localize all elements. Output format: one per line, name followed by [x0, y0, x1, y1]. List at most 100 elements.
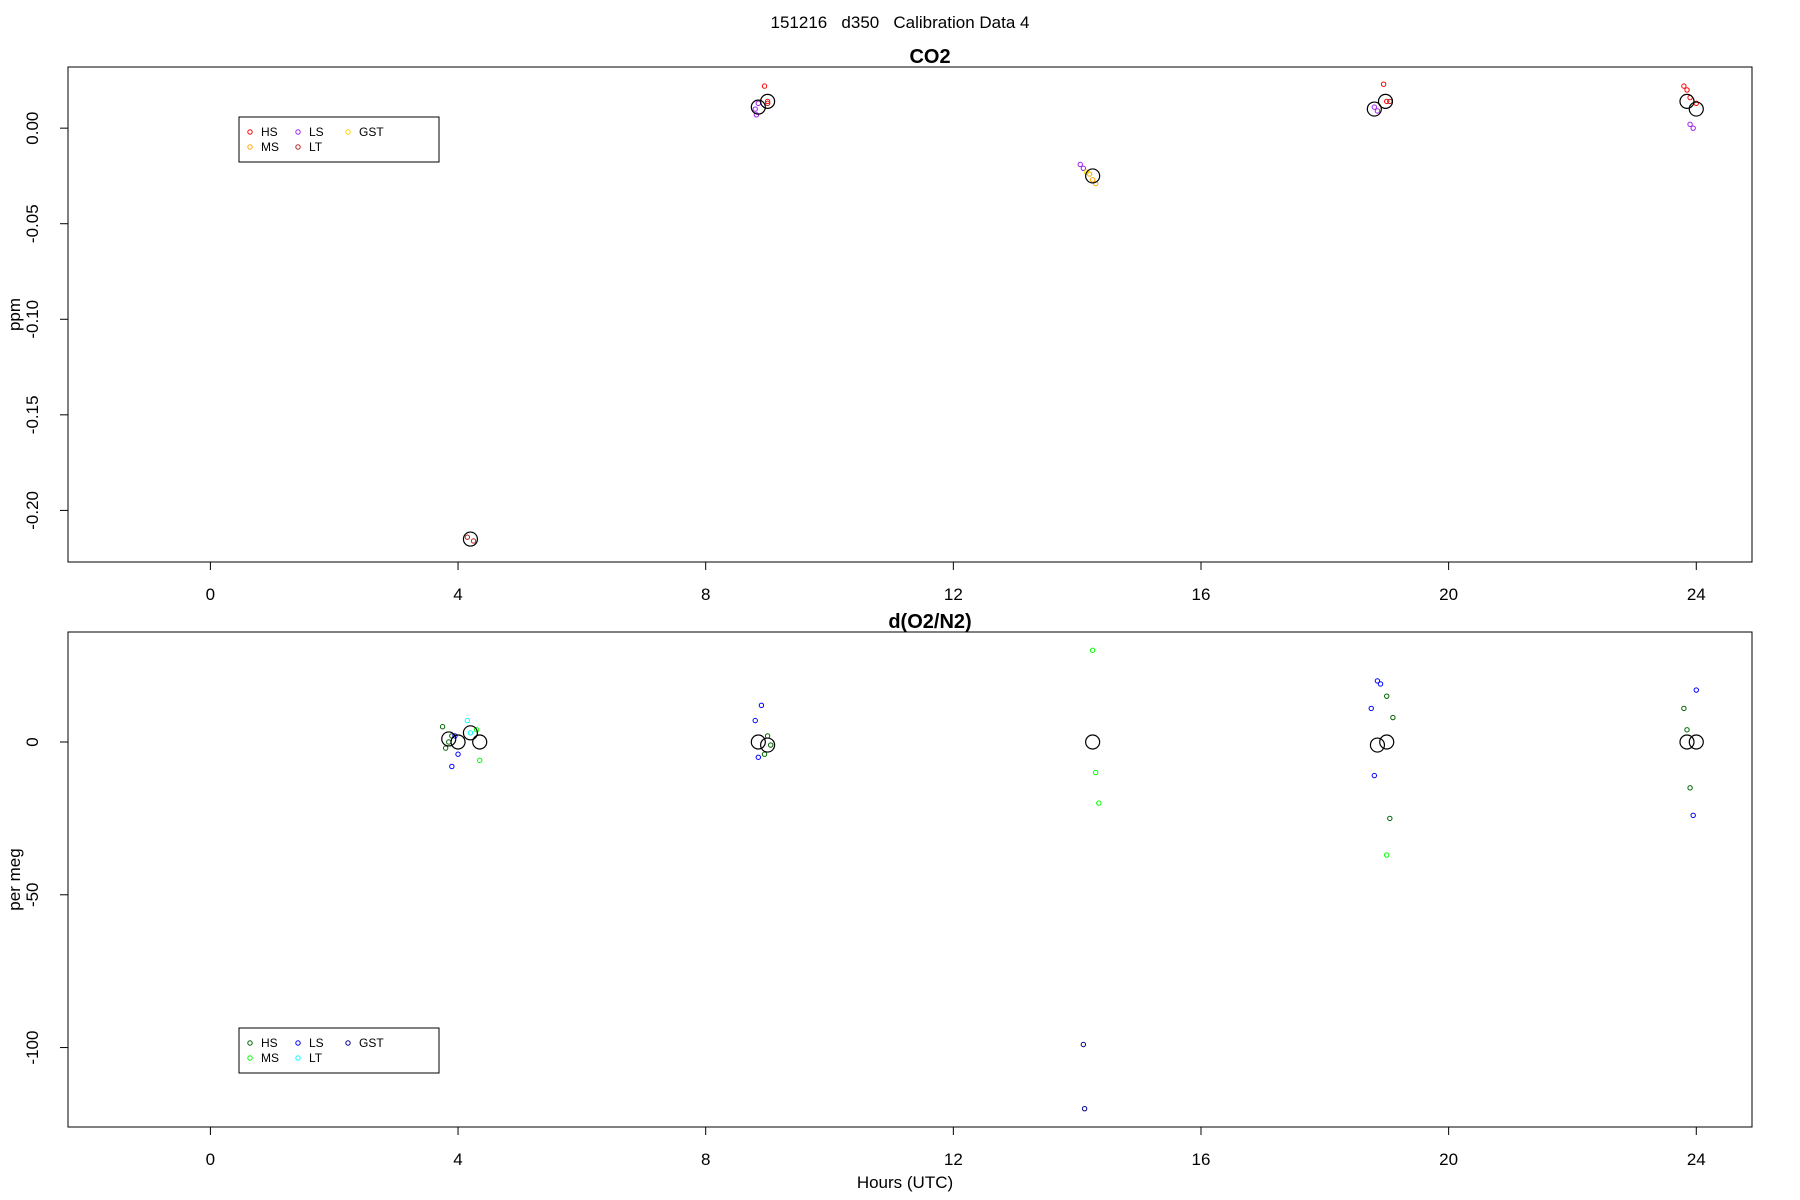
x-tick-label: 24: [1687, 585, 1706, 604]
legend-label: LS: [309, 125, 324, 139]
legend-box: [238, 1027, 440, 1074]
data-point-hs: [761, 83, 768, 89]
data-point-hs: [764, 733, 771, 739]
mean-marker: [750, 734, 766, 750]
data-point-ls: [1077, 161, 1083, 168]
mean-marker: [1688, 101, 1704, 117]
data-point-lt: [470, 538, 477, 544]
y-axis-title: per meg: [5, 848, 24, 910]
legend-marker: [247, 1055, 253, 1061]
legend-label: MS: [261, 1051, 279, 1065]
legend-marker: [345, 1040, 351, 1046]
mean-marker: [450, 734, 466, 750]
legend-marker: [295, 129, 301, 135]
data-point-hs: [1387, 815, 1393, 822]
y-tick-label: -50: [23, 882, 42, 907]
data-point-ls: [753, 112, 760, 118]
data-point-ls: [758, 702, 765, 709]
data-point-lt: [1387, 98, 1393, 105]
legend-label: MS: [261, 140, 279, 154]
data-point-lt: [467, 730, 474, 736]
data-point-ls: [449, 763, 455, 770]
data-point-gst: [1080, 1041, 1087, 1048]
mean-marker: [1085, 734, 1101, 750]
data-point-hs: [1384, 98, 1390, 105]
legend-marker: [247, 144, 253, 150]
data-point-lt: [464, 717, 471, 724]
data-point-lt: [764, 100, 771, 107]
y-tick-label: 0: [23, 737, 42, 746]
legend-marker: [247, 1040, 253, 1046]
x-tick-label: 12: [944, 585, 963, 604]
legend-label: HS: [261, 125, 278, 139]
legend-label: LT: [309, 140, 323, 154]
mean-marker: [441, 731, 457, 747]
y-tick-label: -0.05: [23, 204, 42, 243]
data-point-ls: [755, 100, 762, 107]
legend-label: HS: [261, 1036, 278, 1050]
mean-marker: [750, 99, 766, 115]
data-point-ls: [1374, 108, 1381, 114]
mean-marker: [1377, 93, 1394, 110]
x-tick-label: 8: [701, 585, 710, 604]
data-point-hs: [767, 742, 774, 748]
data-point-ls: [1368, 705, 1374, 712]
legend-label: GST: [359, 1036, 384, 1050]
panel-1: CO2 0 4 8 12 16 20 24 0.00 -0.05 -0.10 -0.15 -0.20 pp…: [5, 46, 1753, 604]
mean-marker: [1688, 734, 1704, 750]
x-tick-label: 4: [453, 1150, 462, 1169]
data-point-hs: [1684, 87, 1690, 93]
data-point-ls: [1371, 772, 1378, 779]
figure-suptitle: 151216 d350 Calibration Data 4: [771, 13, 1030, 32]
data-point-ls: [752, 106, 758, 112]
y-tick-label: -0.20: [23, 491, 42, 530]
data-point-hs: [1384, 693, 1390, 699]
data-point-ms: [1093, 769, 1099, 776]
mean-marker: [462, 725, 479, 741]
x-tick-label: 8: [701, 1150, 710, 1169]
x-tick-label: 12: [944, 1150, 963, 1169]
mean-marker: [1369, 737, 1386, 753]
panel-title: d(O2/N2): [888, 611, 971, 633]
mean-marker: [1366, 101, 1382, 117]
data-point-hs: [1684, 727, 1690, 733]
y-tick-label: 0.00: [23, 112, 42, 145]
data-point-hs: [761, 751, 768, 757]
legend-marker: [295, 1040, 301, 1046]
mean-marker: [1679, 734, 1695, 750]
x-tick-label: 0: [206, 585, 215, 604]
data-point-ls: [1693, 687, 1699, 693]
y-axis-title: ppm: [5, 298, 24, 331]
data-point-hs: [1687, 785, 1693, 791]
legend-box: [238, 116, 440, 163]
mean-marker: [760, 737, 776, 753]
data-point-ls: [752, 717, 758, 724]
x-tick-label: 24: [1687, 1150, 1706, 1169]
x-tick-label: 20: [1439, 1150, 1458, 1169]
mean-marker: [472, 734, 488, 750]
data-point-ls: [1374, 678, 1381, 684]
panel-title: CO2: [909, 46, 950, 68]
data-point-ms: [473, 727, 480, 733]
data-point-ls: [1371, 104, 1378, 110]
legend-label: GST: [359, 125, 384, 139]
data-point-hs: [764, 98, 771, 105]
data-point-hs: [1681, 83, 1687, 89]
legend-label: LT: [309, 1051, 323, 1065]
data-point-hs: [442, 745, 449, 751]
data-point-ls: [755, 754, 762, 760]
data-point-ms: [1093, 180, 1099, 187]
data-point-hs: [1681, 705, 1687, 712]
y-tick-label: -0.10: [23, 300, 42, 339]
x-tick-label: 20: [1439, 585, 1458, 604]
data-point-gst: [1081, 1105, 1088, 1112]
data-point-ls: [1690, 812, 1696, 819]
x-tick-label: 0: [206, 1150, 215, 1169]
data-point-hs: [1390, 714, 1396, 721]
mean-marker: [760, 93, 776, 110]
legend-marker: [295, 144, 301, 150]
